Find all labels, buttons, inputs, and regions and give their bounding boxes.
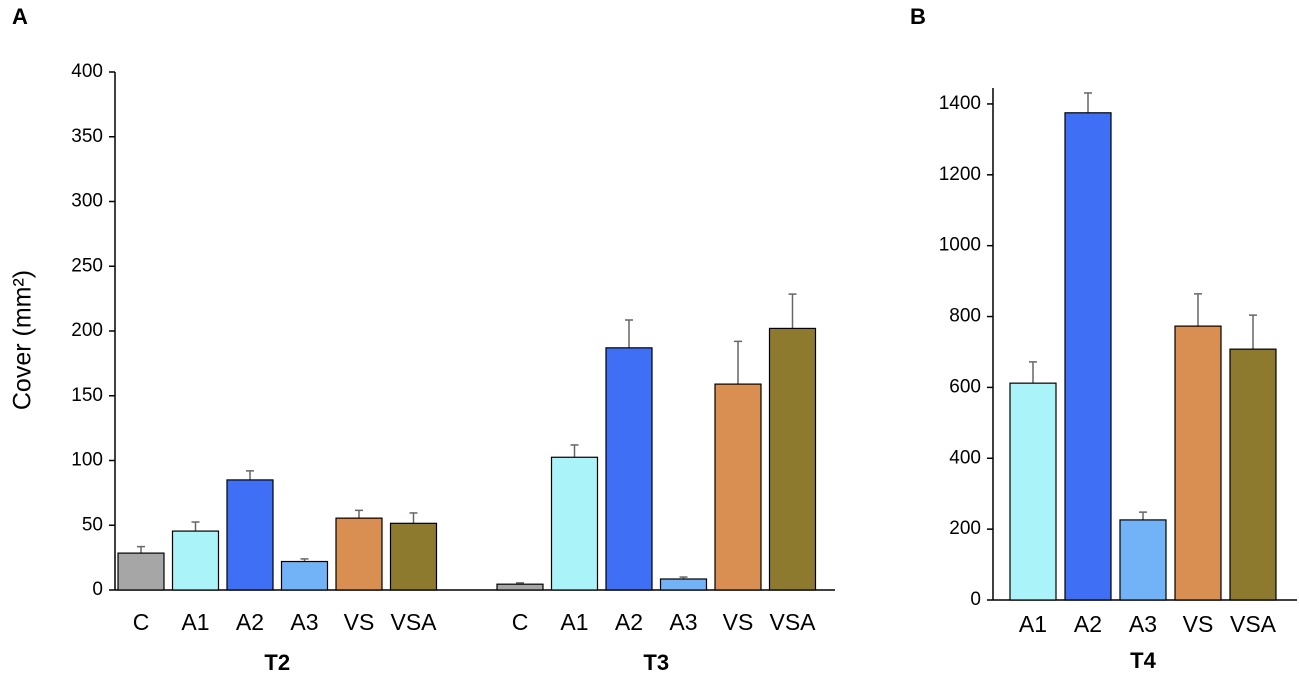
bar [1229, 348, 1277, 601]
y-tick-label: 600 [949, 376, 981, 397]
bar [659, 578, 708, 591]
bar [605, 347, 653, 591]
y-tick-label: 1000 [939, 235, 981, 256]
x-tick-label: VS [723, 609, 754, 635]
x-tick-label: VS [1183, 611, 1214, 637]
y-tick-label: 100 [71, 450, 103, 471]
panel-label: B [910, 4, 926, 29]
bar [714, 383, 762, 591]
x-tick-label: A3 [669, 609, 697, 635]
x-tick-label: A1 [181, 609, 209, 635]
bar [1119, 519, 1167, 601]
y-tick-label: 0 [92, 579, 103, 600]
bar [171, 530, 220, 591]
bar [389, 522, 438, 591]
x-tick-label: A1 [560, 609, 588, 635]
y-tick-label: 200 [71, 320, 103, 341]
bar [280, 560, 329, 591]
bar [496, 583, 544, 591]
bar [1174, 325, 1222, 601]
x-tick-label: A2 [1074, 611, 1102, 637]
y-tick-label: 250 [71, 255, 103, 276]
y-tick-label: 1200 [939, 164, 981, 185]
panel-label: A [12, 4, 28, 29]
bar [768, 327, 817, 591]
x-tick-label: A3 [1129, 611, 1157, 637]
bar [1009, 382, 1057, 601]
x-tick-label: VS [344, 609, 375, 635]
y-tick-label: 400 [949, 447, 981, 468]
x-tick-label: VSA [390, 609, 437, 635]
y-tick-label: 300 [71, 191, 103, 212]
x-tick-label: A3 [290, 609, 318, 635]
y-tick-label: 200 [949, 518, 981, 539]
y-tick-label: 0 [970, 589, 981, 610]
y-tick-label: 1400 [939, 93, 981, 114]
x-tick-label: C [133, 609, 150, 635]
x-tick-label: A2 [236, 609, 264, 635]
bar [117, 552, 165, 591]
y-tick-label: 350 [71, 126, 103, 147]
bar [226, 479, 274, 591]
x-tick-label: VSA [769, 609, 816, 635]
y-tick-label: 400 [71, 61, 103, 82]
bar [335, 517, 383, 591]
group-label: T4 [1130, 648, 1156, 673]
group-label: T3 [643, 650, 669, 673]
bar [550, 456, 599, 591]
bar [1064, 112, 1112, 601]
y-tick-label: 50 [82, 514, 103, 535]
x-tick-label: A1 [1019, 611, 1047, 637]
y-tick-label: 800 [949, 306, 981, 327]
y-tick-label: 150 [71, 385, 103, 406]
x-tick-label: C [512, 609, 529, 635]
group-label: T2 [264, 650, 290, 673]
x-tick-label: VSA [1230, 611, 1277, 637]
y-axis-label: Cover (mm²) [9, 270, 37, 410]
x-tick-label: A2 [615, 609, 643, 635]
